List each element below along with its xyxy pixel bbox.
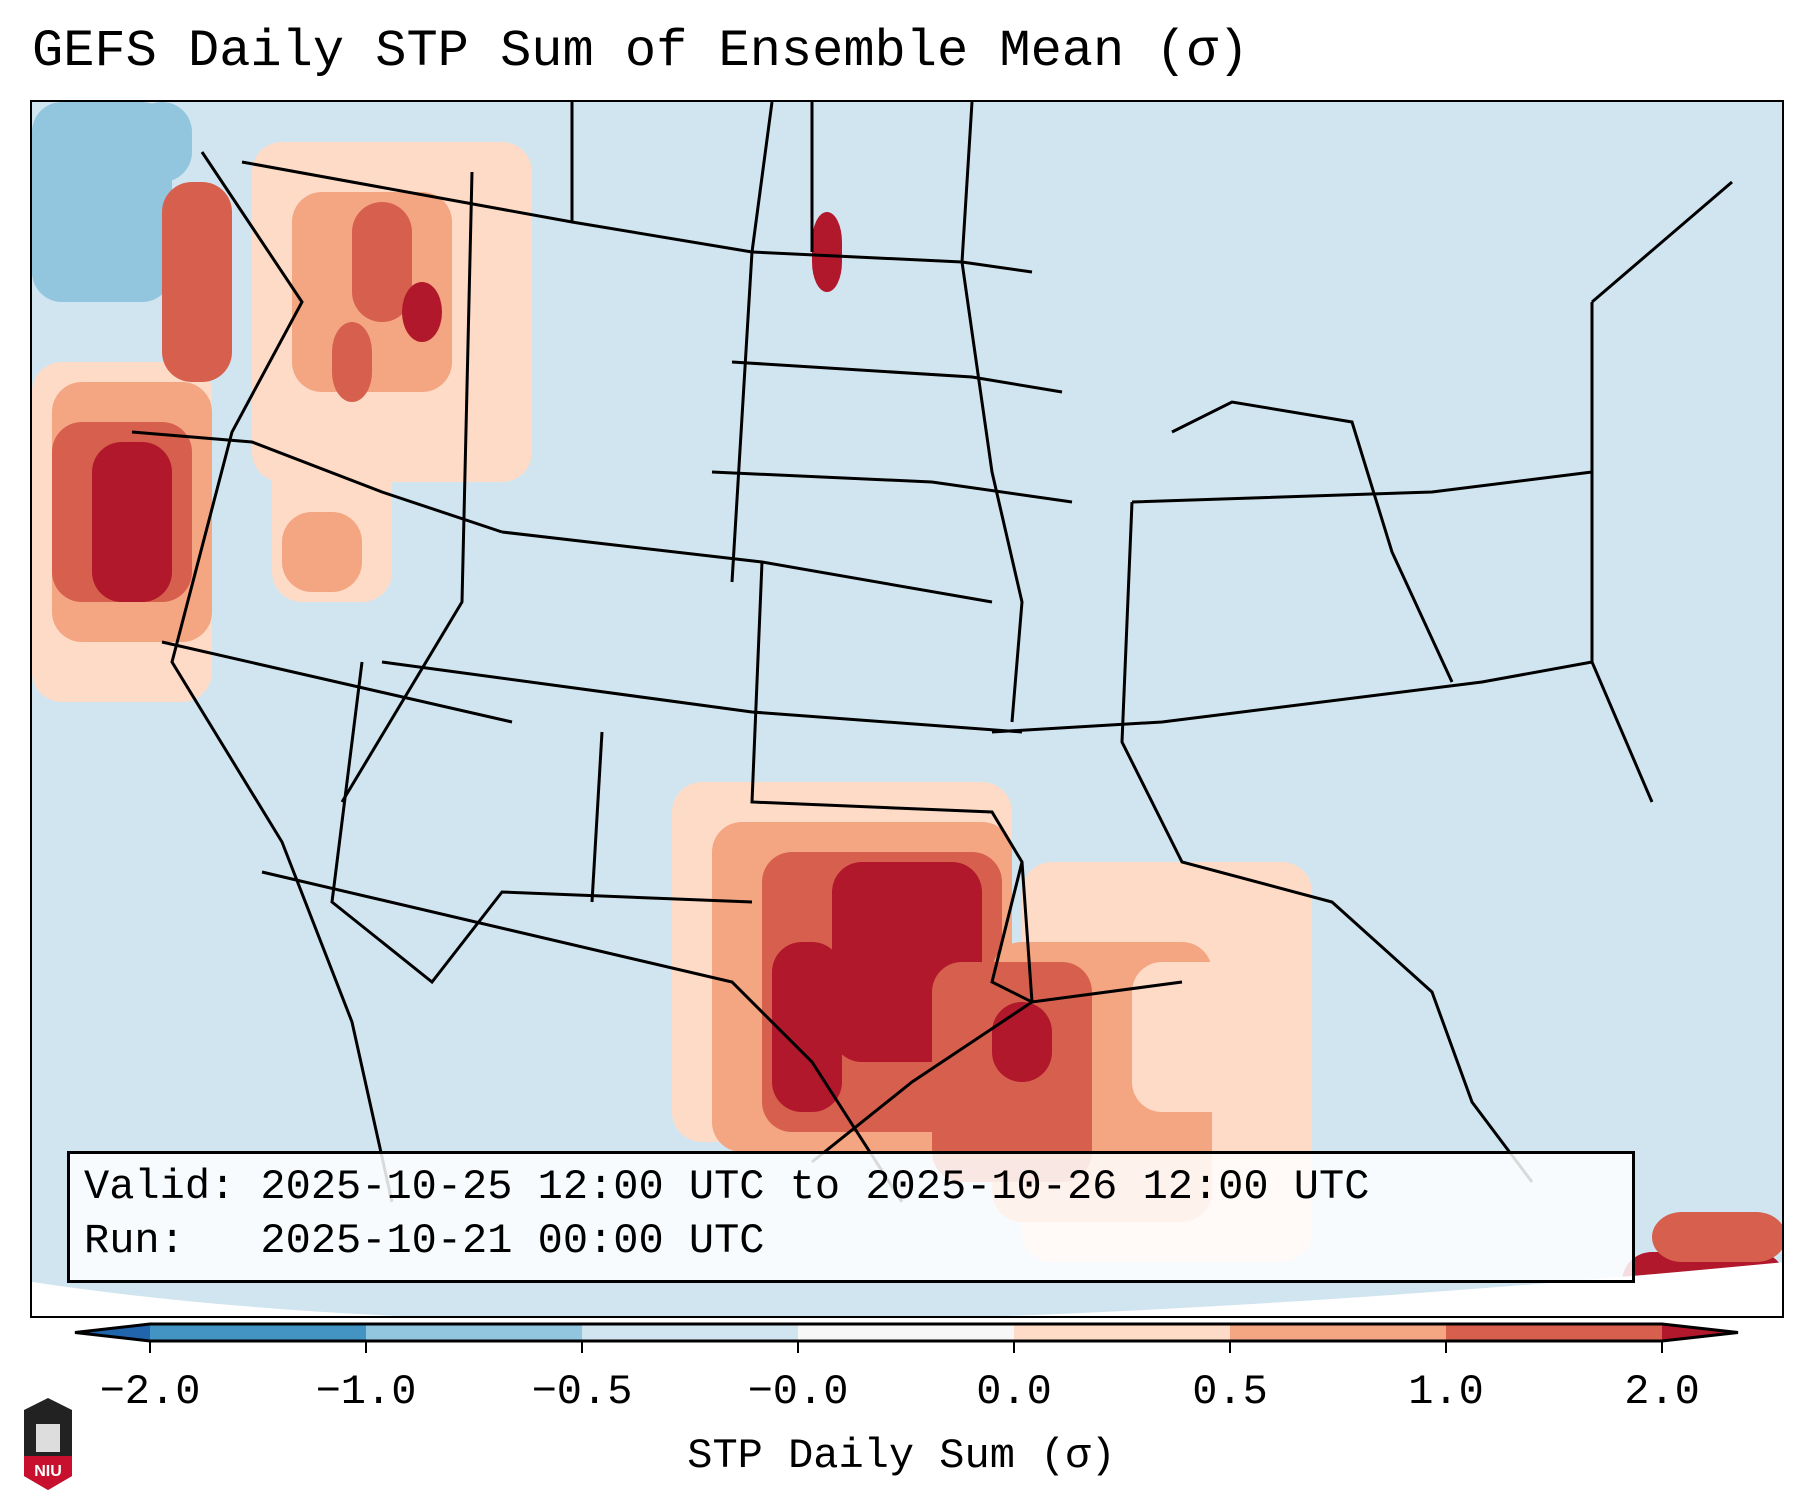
stp-region [52, 202, 152, 282]
colorbar-tick-label: −0.5 [531, 1368, 633, 1416]
colorbar-bin [1014, 1324, 1230, 1341]
valid-run-box: Valid: 2025-10-25 12:00 UTC to 2025-10-2… [67, 1151, 1635, 1283]
stp-region [282, 512, 362, 592]
stp-region [402, 282, 442, 342]
stp-region [992, 1002, 1052, 1082]
colorbar-bin [798, 1324, 1014, 1341]
stp-region [332, 322, 372, 402]
colorbar-tick-label: −0.0 [747, 1368, 849, 1416]
valid-time-text: Valid: 2025-10-25 12:00 UTC to 2025-10-2… [84, 1163, 1370, 1211]
stp-region [162, 182, 232, 382]
colorbar-bin [582, 1324, 798, 1341]
colorbar-tick-label: 0.5 [1192, 1368, 1268, 1416]
run-time-text: Run: 2025-10-21 00:00 UTC [84, 1217, 765, 1265]
stp-region [1652, 1212, 1782, 1262]
stp-region [132, 102, 192, 182]
chart-title: GEFS Daily STP Sum of Ensemble Mean (σ) [32, 22, 1249, 81]
stp-region [812, 212, 842, 292]
colorbar-label: STP Daily Sum (σ) [687, 1432, 1116, 1480]
colorbar-bin [1230, 1324, 1446, 1341]
colorbar-tick-label: 2.0 [1624, 1368, 1700, 1416]
colorbar-extend-low [75, 1324, 150, 1341]
stp-region [352, 202, 412, 322]
stp-region [1132, 962, 1312, 1112]
colorbar-tick-label: 1.0 [1408, 1368, 1484, 1416]
colorbar-bin [150, 1324, 366, 1341]
svg-text:NIU: NIU [34, 1463, 62, 1480]
map-edge [32, 1262, 1782, 1316]
colorbar-tick-label: 0.0 [976, 1368, 1052, 1416]
colorbar-extend-high [1662, 1324, 1738, 1341]
state-borders [131, 102, 1733, 1203]
niu-logo: NIU [24, 1398, 72, 1490]
colorbar-bin [1446, 1324, 1662, 1341]
stp-region [772, 942, 842, 1112]
colorbar-tick-label: −2.0 [99, 1368, 201, 1416]
colorbar-bin [366, 1324, 582, 1341]
map-panel [30, 100, 1784, 1318]
colorbar [74, 1322, 1739, 1353]
colorbar-tick-label: −1.0 [315, 1368, 417, 1416]
stp-region [92, 442, 172, 602]
